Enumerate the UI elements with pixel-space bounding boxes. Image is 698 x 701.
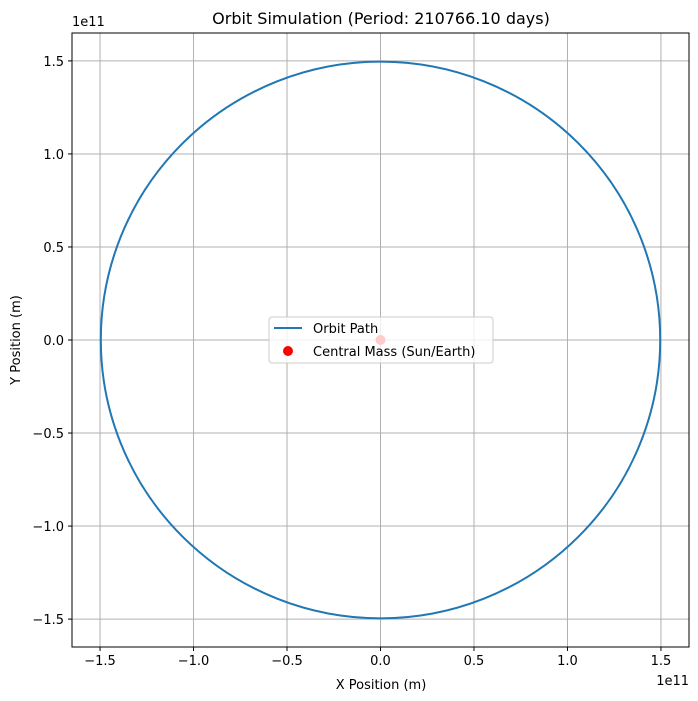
x-tick-label: −1.0 xyxy=(178,654,210,669)
x-tick-label: −1.5 xyxy=(84,654,116,669)
y-tick-label: 0.0 xyxy=(43,334,64,349)
y-tick-label: −1.5 xyxy=(32,613,64,628)
y-axis-label: Y Position (m) xyxy=(9,295,24,386)
legend-central-mass-label: Central Mass (Sun/Earth) xyxy=(313,345,475,360)
x-tick-label: −0.5 xyxy=(271,654,303,669)
x-tick-label: 0.0 xyxy=(370,654,391,669)
y-tick-label: 1.5 xyxy=(43,55,64,70)
x-axis-label: X Position (m) xyxy=(336,678,427,693)
chart-title: Orbit Simulation (Period: 210766.10 days… xyxy=(212,9,550,28)
y-tick-label: 0.5 xyxy=(43,241,64,256)
legend-box xyxy=(268,316,494,364)
x-tick-label: 1.5 xyxy=(651,654,672,669)
legend-orbit-label: Orbit Path xyxy=(313,322,378,337)
legend: Orbit Path Central Mass (Sun/Earth) xyxy=(268,316,494,364)
orbit-path-line xyxy=(99,60,662,620)
legend-central-mass-swatch xyxy=(283,346,293,356)
y-tick-label: −0.5 xyxy=(32,427,64,442)
y-offset-label: 1e11 xyxy=(72,15,105,30)
x-offset-label: 1e11 xyxy=(656,674,689,689)
x-tick-label: 1.0 xyxy=(557,654,578,669)
y-tick-label: 1.0 xyxy=(43,148,64,163)
y-tick-label: −1.0 xyxy=(32,520,64,535)
ticks: −1.5 −1.0 −0.5 0.0 0.5 1.0 1.5 −1.5 −1.0 −0.5 0.0 0… xyxy=(32,55,671,669)
x-tick-label: 0.5 xyxy=(464,654,485,669)
